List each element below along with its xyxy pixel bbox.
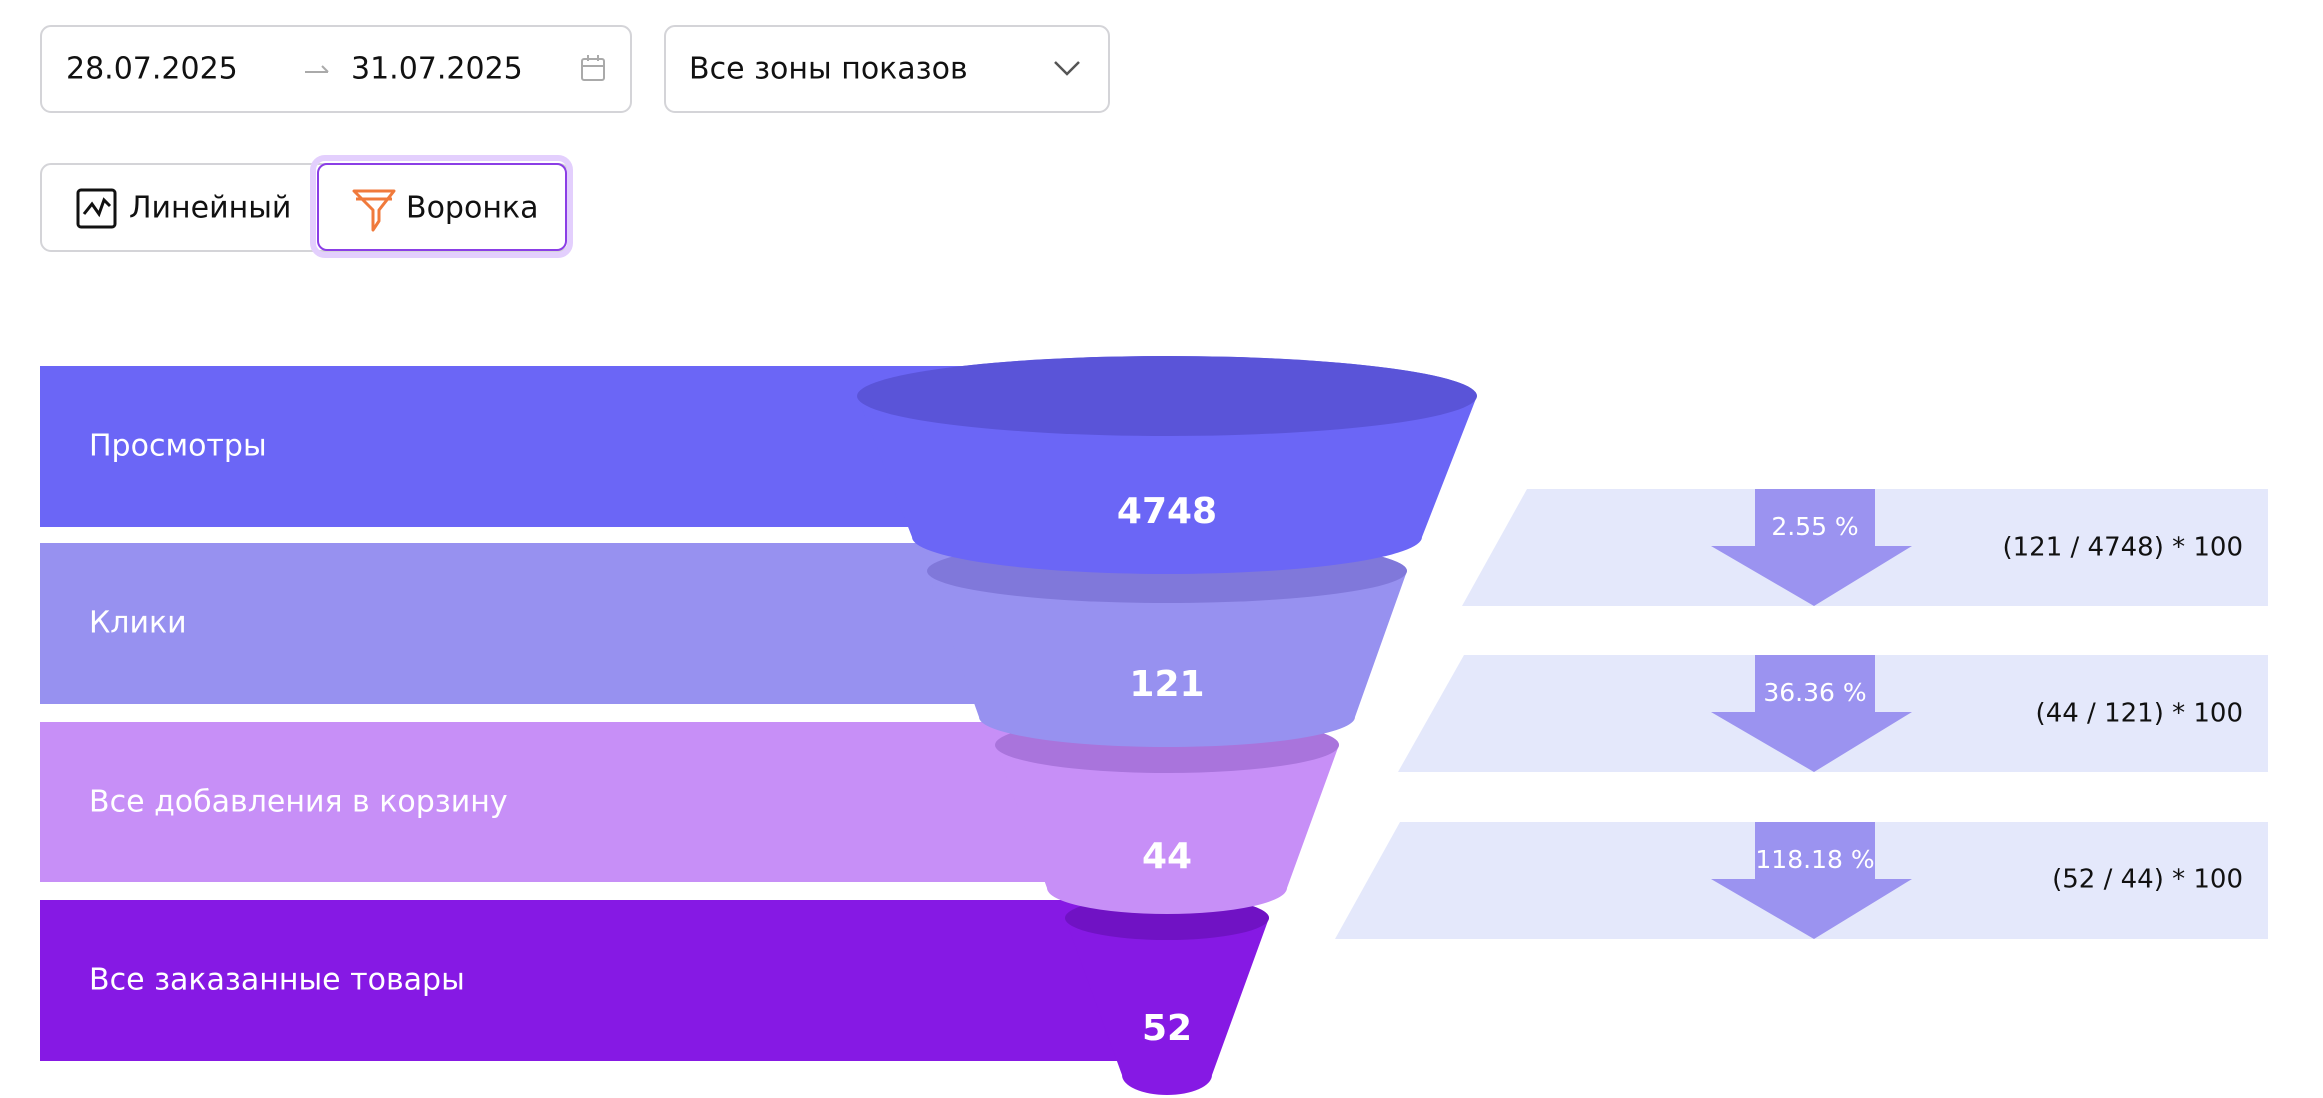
tab-focus-ring <box>310 155 573 258</box>
tab-line[interactable]: Линейный <box>76 188 291 229</box>
date-to: 31.07.2025 <box>351 52 523 87</box>
stage-bar <box>40 722 1167 882</box>
stage-value: 121 <box>1129 664 1204 705</box>
chevron <box>1054 61 1080 76</box>
funnel-icon <box>352 189 396 232</box>
stage-bar <box>40 900 1167 1061</box>
stage-value: 44 <box>1142 836 1192 877</box>
conversion: 36.36 % (44 / 121) * 100 <box>1398 655 2268 772</box>
conversion-arrow <box>1711 489 1912 606</box>
zone-box[interactable] <box>664 25 1110 113</box>
line-icon <box>76 188 117 229</box>
tab-selected[interactable] <box>317 163 567 251</box>
stage-label: Все добавления в корзину <box>89 785 508 820</box>
conversion: 2.55 % (121 / 4748) * 100 <box>1462 489 2268 606</box>
zone-label: Все зоны показов <box>689 52 968 87</box>
stage-value: 4748 <box>1117 491 1217 532</box>
conversion-formula: (44 / 121) * 100 <box>2036 699 2243 729</box>
stage-label: Просмотры <box>89 429 267 464</box>
funnel-segment <box>1065 896 1269 1095</box>
line-icon-path <box>82 197 112 218</box>
conversion-percent: 36.36 % <box>1763 678 1866 707</box>
conversion-arrow <box>1711 822 1912 939</box>
tab-label: Воронка <box>406 191 538 226</box>
conversion-percent: 2.55 % <box>1771 512 1858 541</box>
calendar-icon <box>581 55 605 81</box>
conversion: 118.18 % (52 / 44) * 100 <box>1335 822 2268 939</box>
conversion-formula: (52 / 44) * 100 <box>2052 865 2243 895</box>
conversion-arrow <box>1711 655 1912 772</box>
range-arrow <box>305 65 329 73</box>
date-from: 28.07.2025 <box>66 52 238 87</box>
funnel-segment-top <box>857 356 1477 436</box>
stage-value: 52 <box>1142 1008 1192 1049</box>
tab-funnel[interactable]: Воронка <box>310 155 573 258</box>
conversion-formula: (121 / 4748) * 100 <box>2002 533 2243 563</box>
stage-label: Клики <box>89 606 187 641</box>
funnel <box>857 356 1477 1095</box>
zone-select[interactable]: Все зоны показов <box>664 25 1110 113</box>
date-range[interactable]: 28.07.2025 31.07.2025 <box>40 25 632 113</box>
tab-label: Линейный <box>129 191 291 226</box>
conversion-percent: 118.18 % <box>1755 845 1874 874</box>
date-box[interactable] <box>40 25 632 113</box>
stage-label: Все заказанные товары <box>89 963 465 998</box>
